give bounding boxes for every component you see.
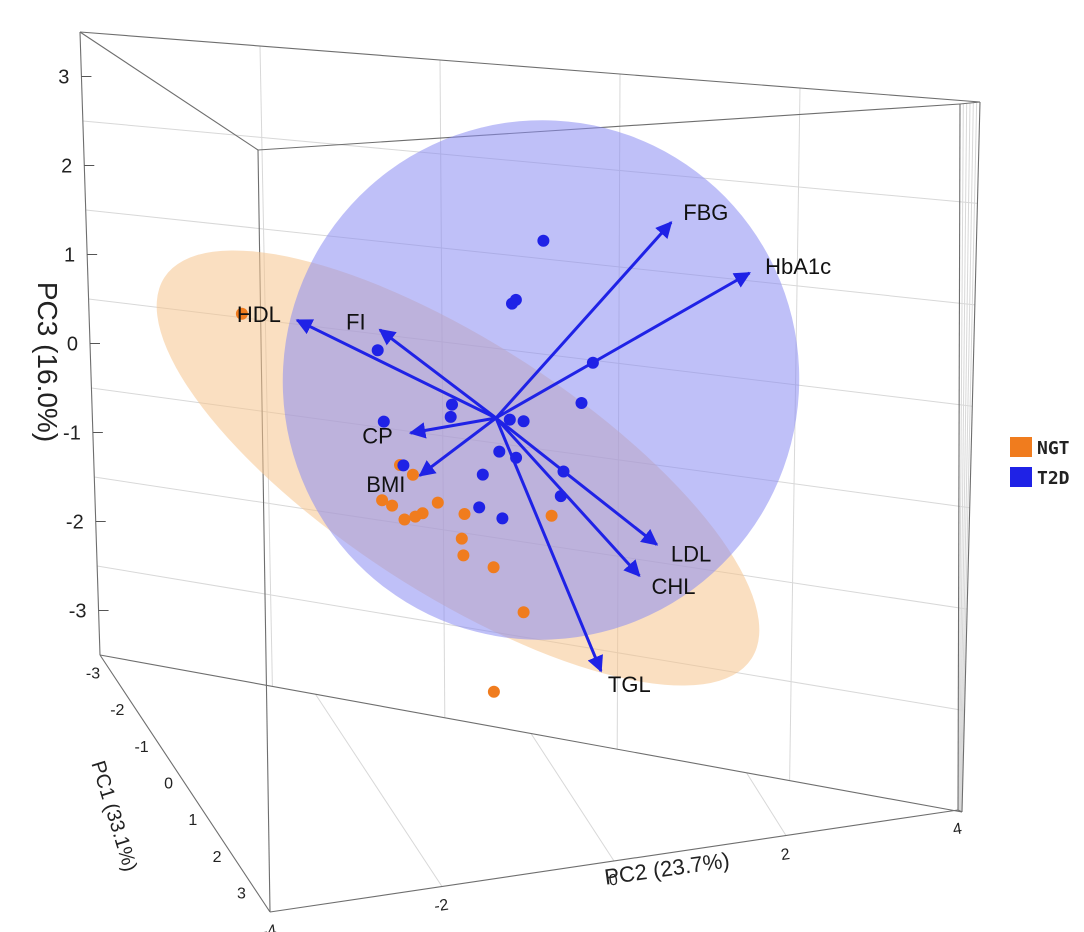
loading-arrow-hdl [295, 318, 497, 420]
legend-swatch-t2d [1010, 467, 1032, 487]
loading-arrow-tgl [494, 417, 603, 673]
pc3-tick-label: -1 [63, 423, 81, 445]
frame-edge [957, 103, 961, 811]
point-t2d [517, 415, 530, 428]
point-ngt [457, 549, 470, 562]
point-ngt [455, 532, 468, 545]
point-t2d [476, 468, 489, 481]
pc1-tick-label: 1 [188, 812, 197, 829]
loading-label-tgl: TGL [608, 672, 651, 697]
frame-edge [269, 809, 959, 913]
loading-arrow-fi [378, 328, 497, 420]
loading-vectors: FBG HbA1c HDL FI CP BMI LDL CHL TGL [237, 200, 831, 697]
grid-line [958, 103, 964, 811]
point-ngt [416, 507, 429, 520]
loading-arrow-chl [494, 416, 641, 578]
point-t2d [509, 293, 522, 306]
loading-arrow-ldl [495, 416, 659, 546]
frame-edge [257, 103, 961, 151]
pc2-tick-label: -2 [433, 897, 450, 916]
point-ngt [406, 468, 419, 481]
grid-line [959, 102, 971, 812]
loading-label-fi: FI [346, 309, 366, 334]
legend-swatch-ngt [1010, 437, 1032, 457]
pc2-axis-title: PC2 (23.7%) [603, 847, 731, 889]
grid-line [789, 87, 801, 781]
loading-arrow-hba1c [495, 271, 751, 420]
loading-label-hba1c: HbA1c [765, 254, 831, 279]
legend-label-t2d: T2D [1037, 468, 1070, 489]
pc3-axis-title: PC3 (16.0%) [32, 282, 63, 442]
pc3-tick-label: 3 [58, 67, 69, 89]
pc1-tick-label: 3 [237, 886, 246, 903]
loading-label-cp: CP [362, 423, 393, 448]
point-ngt [487, 561, 500, 574]
pc3-tick-label: 1 [64, 245, 75, 267]
pc3-tick-label: -2 [66, 512, 84, 534]
grid-line [960, 102, 974, 812]
point-t2d [503, 413, 516, 426]
point-t2d [371, 344, 384, 357]
loading-label-hdl: HDL [237, 302, 281, 327]
frame-edge [959, 101, 981, 105]
frame-edge [99, 654, 271, 913]
point-t2d [444, 410, 457, 423]
pc1-tick-label: 0 [164, 776, 173, 793]
point-t2d [496, 512, 509, 525]
pc2-tick-label: 0 [608, 871, 619, 889]
point-ngt [458, 508, 471, 520]
pc1-tick-label: -1 [134, 739, 148, 756]
pc2-tick-label: 2 [780, 846, 791, 864]
pc1-axis-title: PC1 (33.1%) [86, 758, 141, 874]
grid-line [960, 102, 978, 812]
loading-arrow-cp [408, 416, 497, 439]
pc3-tick-label: -3 [69, 601, 87, 623]
group-ellipses [156, 120, 800, 686]
frame-edge [961, 101, 981, 813]
pc3-tick-label: 0 [67, 334, 78, 356]
point-ngt [487, 685, 500, 698]
data-points [235, 234, 599, 698]
pc1-tick-label: 2 [213, 849, 222, 866]
point-t2d [473, 501, 486, 514]
grid-line [315, 693, 443, 887]
point-ngt [235, 307, 248, 320]
pc1-tick-label: -3 [86, 665, 100, 682]
point-ngt [398, 513, 411, 526]
frame-edge [99, 654, 963, 813]
point-t2d [446, 398, 458, 411]
legend: NGT T2D [1010, 437, 1070, 489]
point-t2d [377, 415, 390, 428]
grid-line [746, 772, 787, 836]
t2d-confidence-ellipse [282, 120, 800, 640]
loading-arrow-bmi [418, 416, 497, 477]
axes: 3 2 1 0 -1 -2 -3 -3 -2 -1 0 1 2 3 -4 -2 0 2 4 [58, 67, 963, 932]
loading-label-ldl: LDL [671, 541, 711, 566]
loading-arrow-fbg [494, 221, 673, 420]
grid-line [958, 103, 968, 811]
loading-label-bmi: BMI [366, 472, 405, 497]
grid-line [530, 733, 615, 862]
frame-edge [79, 31, 981, 103]
point-t2d [575, 397, 588, 409]
loading-label-chl: CHL [652, 574, 696, 599]
pc2-tick-label: -4 [261, 922, 278, 932]
pc2-tick-label: 4 [952, 820, 963, 838]
point-t2d [493, 445, 506, 458]
pc3-tick-label: 2 [61, 156, 72, 178]
point-ngt [386, 499, 399, 512]
pc1-tick-label: -2 [110, 702, 124, 719]
point-ngt [545, 509, 558, 522]
point-ngt [431, 496, 444, 509]
point-t2d [397, 459, 410, 472]
legend-label-ngt: NGT [1037, 438, 1070, 459]
point-ngt [517, 606, 530, 619]
point-t2d [537, 234, 550, 247]
frame-edge [79, 31, 259, 151]
loading-label-fbg: FBG [683, 200, 728, 225]
point-ngt [376, 494, 389, 507]
frame-edge [957, 809, 963, 813]
